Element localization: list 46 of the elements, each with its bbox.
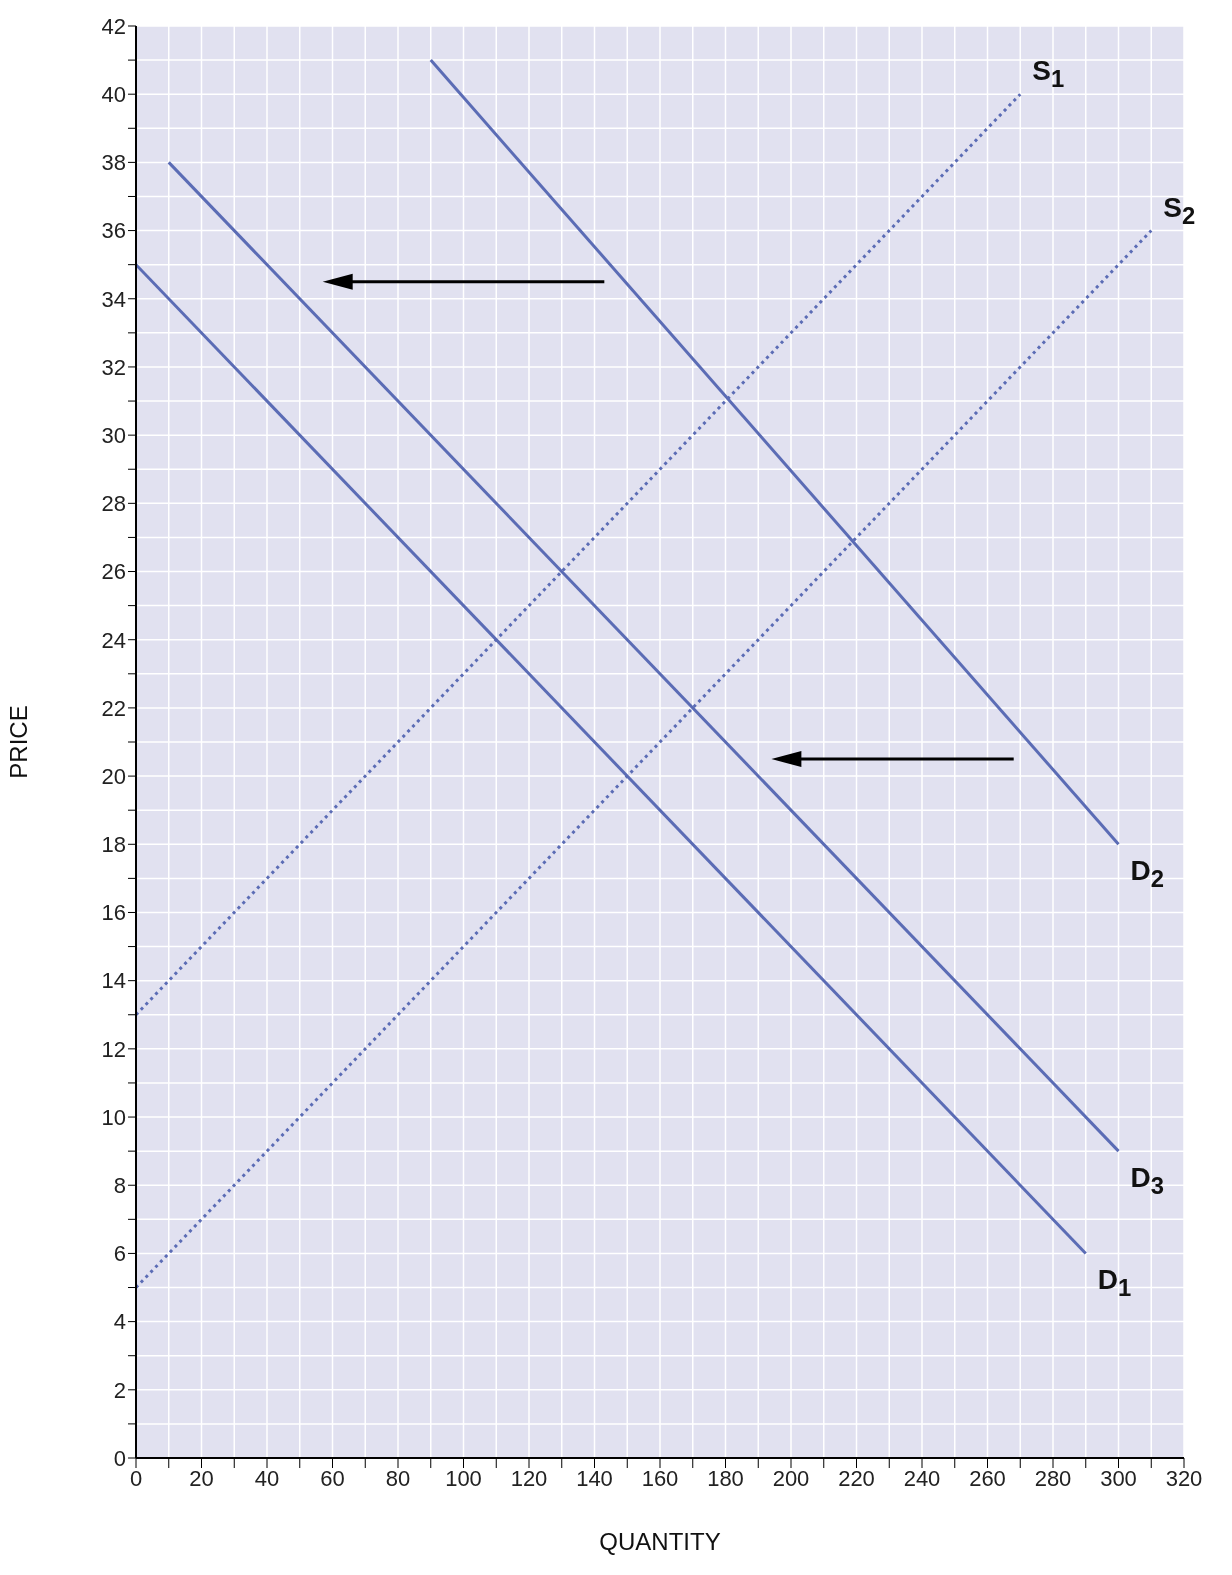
x-axis-title: QUANTITY: [599, 1528, 721, 1555]
series-label: D$_{2}$: [1130, 855, 1164, 893]
y-tick-label: 8: [113, 1173, 126, 1199]
x-tick-label: 200: [772, 1465, 810, 1491]
y-tick-label: 16: [101, 900, 126, 926]
series-label: S$_{1}$: [1032, 55, 1065, 93]
x-tick-label: 100: [445, 1465, 482, 1491]
x-tick-label: 80: [385, 1465, 411, 1491]
y-tick-label: 42: [101, 13, 126, 39]
y-tick-label: 38: [101, 150, 126, 176]
x-tick-label: 320: [1165, 1465, 1203, 1491]
y-tick-label: 2: [113, 1377, 126, 1403]
x-tick-label: 220: [838, 1465, 875, 1491]
x-tick-label: 300: [1100, 1465, 1137, 1491]
y-tick-label: 34: [101, 286, 126, 312]
x-tick-label: 20: [189, 1465, 214, 1491]
y-tick-label: 40: [101, 82, 126, 107]
y-tick-label: 24: [101, 627, 126, 653]
y-tick-label: 0: [113, 1445, 126, 1471]
y-tick-label: 30: [101, 422, 126, 448]
x-tick-label: 160: [641, 1465, 679, 1491]
x-tick-label: 60: [320, 1465, 345, 1491]
x-tick-label: 40: [254, 1465, 280, 1491]
x-tick-label: 120: [510, 1465, 548, 1491]
y-tick-label: 36: [101, 218, 126, 244]
series-label: S$_{2}$: [1163, 191, 1196, 229]
y-tick-label: 14: [101, 968, 126, 994]
y-tick-label: 32: [101, 354, 126, 380]
y-axis-title: PRICE: [4, 705, 32, 779]
y-tick-label: 6: [113, 1241, 126, 1267]
x-tick-label: 140: [576, 1465, 613, 1491]
x-tick-label: 0: [129, 1465, 143, 1491]
y-tick-label: 18: [101, 832, 126, 858]
series-label: D$_{1}$: [1097, 1264, 1132, 1302]
y-tick-label: 10: [101, 1104, 126, 1130]
y-tick-label: 28: [101, 491, 126, 517]
y-tick-label: 22: [101, 695, 126, 721]
y-tick-label: 12: [101, 1036, 126, 1062]
series-label: D$_{3}$: [1130, 1162, 1164, 1200]
x-tick-label: 180: [707, 1465, 744, 1491]
y-tick-label: 26: [101, 559, 126, 585]
x-tick-label: 240: [903, 1465, 941, 1491]
x-tick-label: 280: [1034, 1465, 1072, 1491]
x-tick-label: 260: [969, 1465, 1006, 1491]
y-tick-label: 4: [113, 1309, 126, 1335]
y-tick-label: 20: [101, 763, 126, 789]
